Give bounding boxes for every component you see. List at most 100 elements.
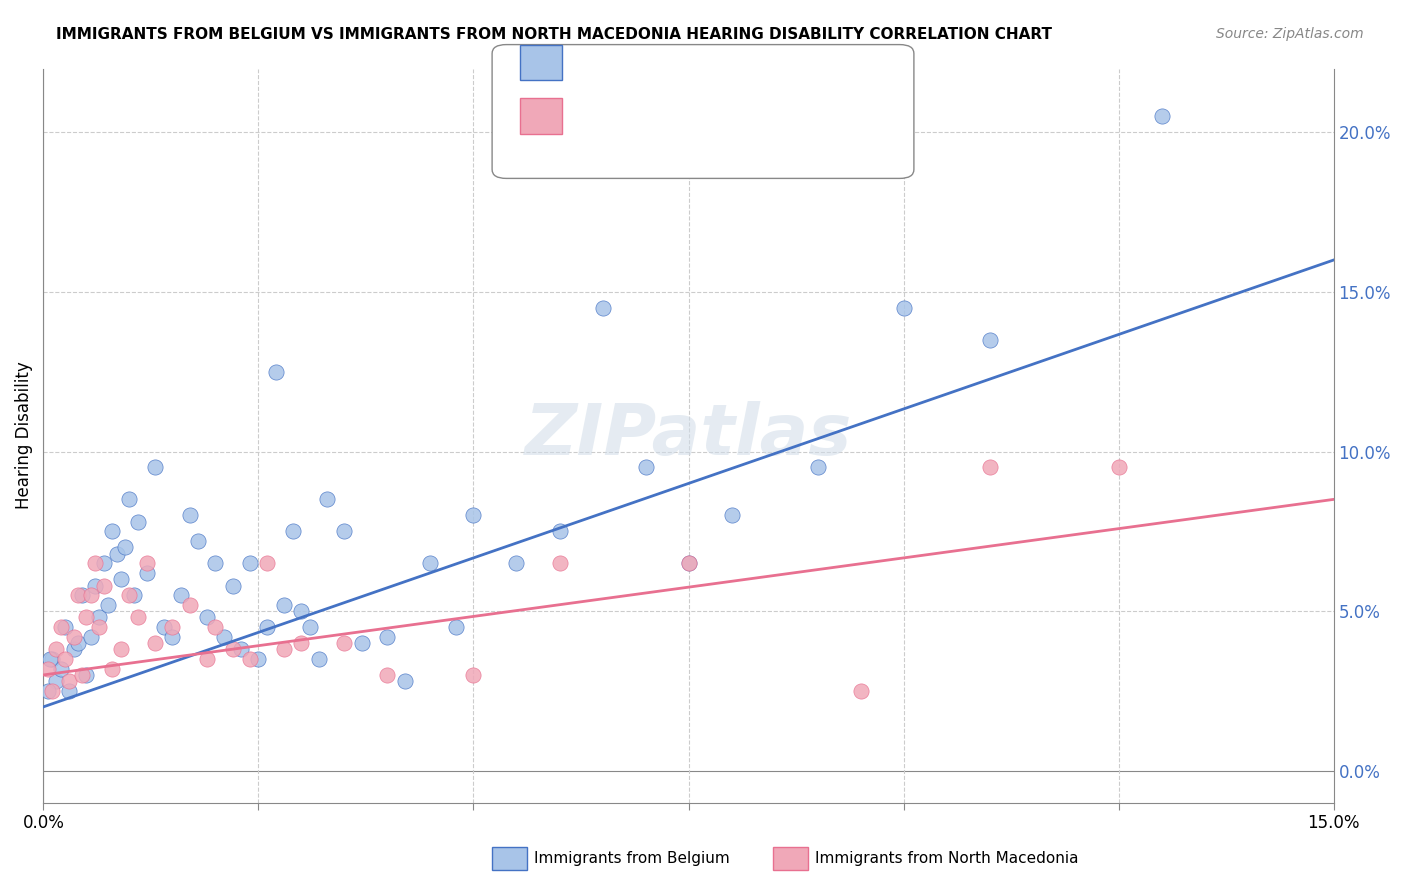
Point <box>39 652 62 666</box>
Point <box>299 620 322 634</box>
Point <box>256 620 278 634</box>
Point <box>256 556 278 570</box>
Point <box>463 668 485 682</box>
Point <box>204 620 226 634</box>
Point <box>89 620 111 634</box>
Point <box>221 642 243 657</box>
Point <box>505 556 527 570</box>
Point <box>84 556 107 570</box>
Point <box>49 661 72 675</box>
Point <box>62 642 84 657</box>
Text: 0.510: 0.510 <box>612 116 664 134</box>
Point <box>97 598 120 612</box>
Point <box>89 610 111 624</box>
Point <box>162 620 184 634</box>
Text: Immigrants from North Macedonia: Immigrants from North Macedonia <box>815 851 1078 865</box>
Point <box>463 508 485 523</box>
Point <box>979 333 1001 347</box>
Point <box>333 524 356 539</box>
Point <box>281 524 304 539</box>
Point <box>377 630 399 644</box>
Point <box>41 652 63 666</box>
Text: Immigrants from Belgium: Immigrants from Belgium <box>534 851 730 865</box>
Point <box>75 668 97 682</box>
Point <box>195 610 218 624</box>
Text: ZIPatlas: ZIPatlas <box>524 401 852 470</box>
Point <box>212 630 235 644</box>
Point <box>135 556 157 570</box>
Point <box>893 301 915 315</box>
Point <box>419 556 441 570</box>
Point <box>127 610 149 624</box>
Point <box>231 642 253 657</box>
Point <box>221 578 243 592</box>
Point <box>66 588 89 602</box>
Point <box>62 630 84 644</box>
Point <box>84 578 107 592</box>
Point <box>350 636 373 650</box>
Point <box>80 588 103 602</box>
Point <box>239 652 262 666</box>
Point <box>548 524 571 539</box>
Point <box>247 652 270 666</box>
Point <box>80 630 103 644</box>
Point <box>118 492 141 507</box>
Point <box>1150 109 1173 123</box>
Point <box>58 674 80 689</box>
Point <box>41 684 63 698</box>
Point <box>53 652 76 666</box>
Point <box>70 668 93 682</box>
Point <box>37 661 59 675</box>
Point <box>110 572 132 586</box>
Point <box>58 684 80 698</box>
Point <box>849 684 872 698</box>
Point <box>37 684 59 698</box>
Point <box>548 556 571 570</box>
Point <box>239 556 262 570</box>
Point <box>49 620 72 634</box>
Text: 37: 37 <box>724 116 748 134</box>
Point <box>290 636 312 650</box>
Point <box>678 556 700 570</box>
Point <box>179 598 201 612</box>
Text: R =: R = <box>576 116 613 134</box>
Point <box>110 642 132 657</box>
Point <box>170 588 193 602</box>
Text: R =: R = <box>576 62 613 80</box>
Point <box>66 636 89 650</box>
Point <box>290 604 312 618</box>
Point <box>333 636 356 650</box>
Text: N =: N = <box>689 116 725 134</box>
Point <box>143 636 166 650</box>
Text: 62: 62 <box>724 62 747 80</box>
Point <box>101 661 124 675</box>
Point <box>446 620 468 634</box>
Point <box>979 460 1001 475</box>
Point <box>70 588 93 602</box>
Point <box>127 515 149 529</box>
Point <box>1108 460 1130 475</box>
Point <box>273 598 295 612</box>
Point <box>273 642 295 657</box>
Point <box>195 652 218 666</box>
Point <box>204 556 226 570</box>
Point <box>93 556 115 570</box>
Point <box>122 588 145 602</box>
Point <box>316 492 339 507</box>
Point <box>634 460 657 475</box>
Point <box>45 674 67 689</box>
Point <box>162 630 184 644</box>
Point <box>75 610 97 624</box>
Point <box>153 620 176 634</box>
Point <box>592 301 614 315</box>
Point <box>308 652 330 666</box>
Point <box>53 620 76 634</box>
Point <box>118 588 141 602</box>
Point <box>101 524 124 539</box>
Text: 0.530: 0.530 <box>612 62 664 80</box>
Text: N =: N = <box>689 62 725 80</box>
Point <box>105 547 128 561</box>
Point <box>377 668 399 682</box>
Text: Source: ZipAtlas.com: Source: ZipAtlas.com <box>1216 27 1364 41</box>
Text: IMMIGRANTS FROM BELGIUM VS IMMIGRANTS FROM NORTH MACEDONIA HEARING DISABILITY CO: IMMIGRANTS FROM BELGIUM VS IMMIGRANTS FR… <box>56 27 1052 42</box>
